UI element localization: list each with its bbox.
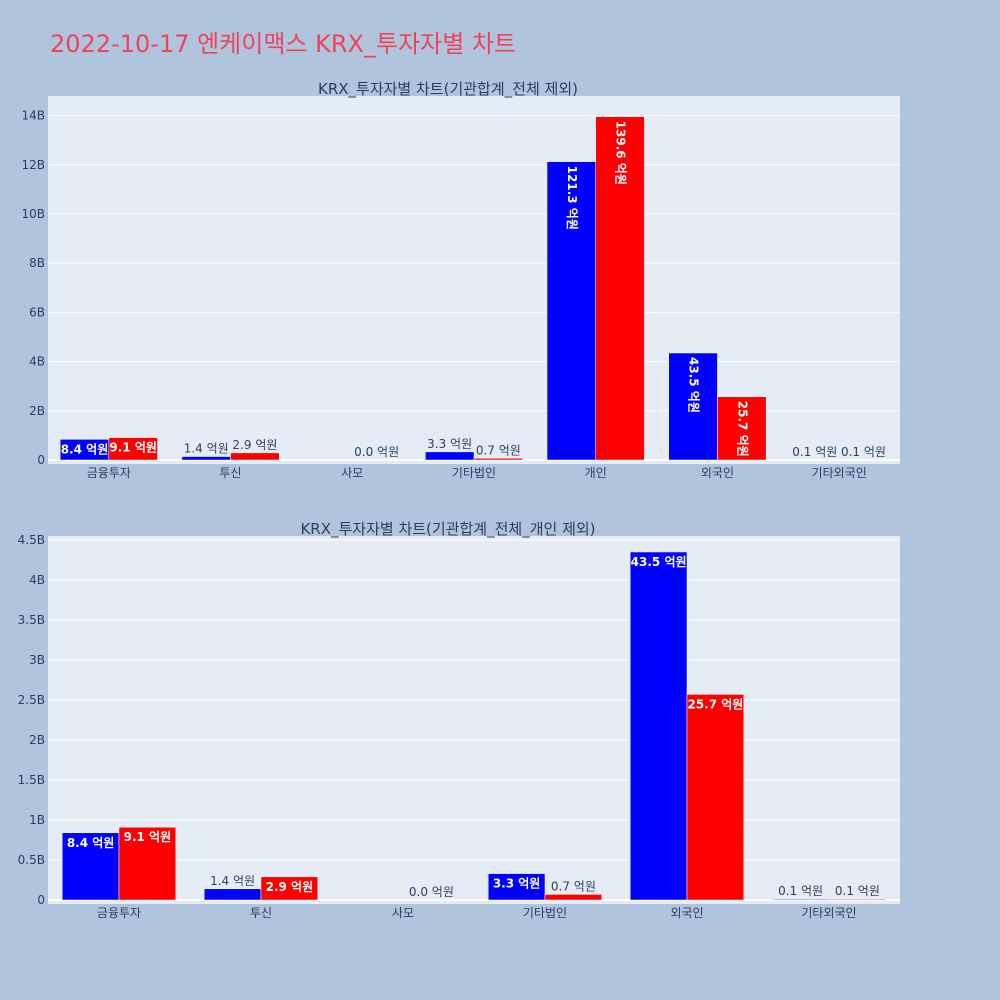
y-tick-label: 0 bbox=[37, 453, 45, 467]
y-tick-label: 14B bbox=[21, 109, 45, 123]
data-label: 3.3 억원 bbox=[493, 877, 541, 891]
bar bbox=[546, 161, 596, 461]
data-label: 2.9 억원 bbox=[232, 438, 277, 452]
data-label: 25.7 억원 bbox=[735, 401, 749, 457]
page-title: 2022-10-17 엔케이맥스 KRX_투자자별 차트 bbox=[50, 30, 517, 58]
data-label: 121.3 억원 bbox=[565, 166, 579, 230]
bar bbox=[61, 832, 120, 901]
y-tick-label: 2.5B bbox=[18, 693, 45, 707]
chart-title: KRX_투자자별 차트(기관합계_전체_개인 제외) bbox=[300, 520, 595, 539]
bar bbox=[230, 452, 280, 461]
data-label: 139.6 억원 bbox=[614, 121, 628, 185]
bar bbox=[771, 898, 830, 901]
x-tick-label: 기타외국인 bbox=[812, 466, 867, 480]
x-tick-label: 사모 bbox=[392, 906, 414, 920]
bar bbox=[629, 551, 688, 901]
y-tick-label: 10B bbox=[21, 207, 45, 221]
bar bbox=[487, 873, 546, 901]
bar bbox=[595, 116, 645, 461]
data-label: 1.4 억원 bbox=[184, 442, 229, 456]
plot-area bbox=[48, 96, 900, 464]
data-label: 9.1 억원 bbox=[124, 830, 172, 844]
y-tick-label: 2B bbox=[29, 733, 45, 747]
bar bbox=[717, 396, 767, 461]
x-tick-label: 투신 bbox=[250, 906, 272, 920]
bar bbox=[108, 437, 158, 461]
y-tick-label: 4B bbox=[29, 573, 45, 587]
y-tick-label: 2B bbox=[29, 404, 45, 418]
x-tick-label: 금융투자 bbox=[97, 906, 141, 920]
data-label: 8.4 억원 bbox=[67, 836, 115, 850]
x-tick-label: 투신 bbox=[220, 466, 242, 480]
data-label: 43.5 억원 bbox=[631, 555, 687, 569]
y-tick-label: 12B bbox=[21, 158, 45, 172]
data-label: 2.9 억원 bbox=[266, 880, 314, 894]
data-label: 0.1 억원 bbox=[841, 445, 886, 459]
x-tick-label: 기타외국인 bbox=[801, 906, 856, 920]
chart-2: KRX_투자자별 차트(기관합계_전체_개인 제외) 0 0.5B 1B 1.5B 2B 2… bbox=[18, 520, 900, 920]
bar bbox=[203, 888, 262, 901]
y-tick-label: 3.5B bbox=[18, 613, 45, 627]
data-label: 0.0 억원 bbox=[354, 445, 399, 459]
data-label: 8.4 억원 bbox=[61, 442, 109, 456]
y-tick-label: 1B bbox=[29, 813, 45, 827]
bar bbox=[181, 456, 231, 461]
y-tick-label: 4.5B bbox=[18, 533, 45, 547]
chart-title: KRX_투자자별 차트(기관합계_전체 제외) bbox=[318, 80, 578, 99]
x-tick-label: 사모 bbox=[341, 466, 363, 480]
y-tick-label: 4B bbox=[29, 355, 45, 369]
chart-1: KRX_투자자별 차트(기관합계_전체 제외) 0 2B 4B 6B 8B 10B 12B 14… bbox=[21, 80, 900, 480]
data-label: 0.1 억원 bbox=[792, 445, 837, 459]
x-tick-label: 기타법인 bbox=[523, 906, 567, 920]
plot-area bbox=[48, 536, 900, 904]
x-tick-label: 기타법인 bbox=[452, 466, 496, 480]
bar bbox=[473, 458, 523, 461]
bar bbox=[828, 898, 887, 901]
data-label: 0.1 억원 bbox=[778, 884, 823, 898]
bar bbox=[260, 876, 319, 901]
data-label: 0.0 억원 bbox=[409, 885, 454, 899]
y-tick-label: 1.5B bbox=[18, 773, 45, 787]
y-tick-label: 0.5B bbox=[18, 853, 45, 867]
data-label: 1.4 억원 bbox=[210, 874, 255, 888]
data-label: 0.1 억원 bbox=[835, 884, 880, 898]
bar bbox=[544, 894, 603, 901]
y-tick-label: 3B bbox=[29, 653, 45, 667]
data-label: 0.7 억원 bbox=[551, 879, 596, 893]
x-tick-label: 개인 bbox=[585, 466, 607, 480]
data-label: 9.1 억원 bbox=[109, 441, 157, 455]
x-tick-label: 금융투자 bbox=[87, 466, 131, 480]
bar bbox=[425, 451, 475, 461]
bar bbox=[686, 694, 745, 901]
x-tick-label: 외국인 bbox=[701, 466, 734, 480]
data-label: 25.7 억원 bbox=[687, 697, 743, 711]
x-tick-label: 외국인 bbox=[670, 906, 703, 920]
y-tick-label: 6B bbox=[29, 305, 45, 319]
bar bbox=[668, 352, 718, 461]
y-tick-label: 8B bbox=[29, 256, 45, 270]
y-tick-label: 0 bbox=[37, 893, 45, 907]
data-label: 0.7 억원 bbox=[476, 443, 521, 457]
bar bbox=[118, 826, 177, 901]
data-label: 43.5 억원 bbox=[687, 357, 701, 413]
data-label: 3.3 억원 bbox=[427, 437, 472, 451]
